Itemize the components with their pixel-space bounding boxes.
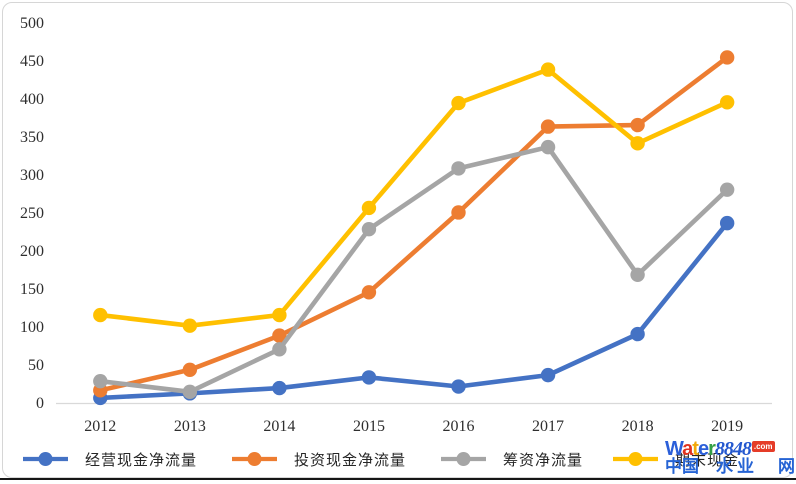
data-point-筹资净流量-2019 (719, 182, 735, 197)
y-tick-label-100: 100 (20, 319, 44, 336)
watermark-letter: W (665, 438, 683, 460)
series-line-投资现金净流量 (98, 55, 730, 393)
x-tick-label-2018: 2018 (621, 418, 654, 435)
data-point-期末现金-2012 (93, 307, 108, 323)
data-point-投资现金净流量-2017 (540, 119, 556, 134)
y-tick-label-0: 0 (36, 395, 44, 412)
data-point-投资现金净流量-2015 (361, 285, 377, 300)
data-point-期末现金-2019 (719, 95, 735, 110)
data-point-期末现金-2018 (630, 136, 645, 151)
data-point-经营现金净流量-2018 (630, 326, 645, 342)
data-point-筹资净流量-2014 (272, 342, 287, 357)
legend-label: 投资现金净流量 (294, 452, 407, 469)
watermark-site-name: 中国水业 网 (665, 457, 796, 477)
y-tick-label-250: 250 (20, 205, 44, 222)
y-tick-label-200: 200 (20, 243, 44, 260)
series-line-筹资净流量 (98, 144, 730, 395)
legend-label: 期末现金 (675, 452, 740, 469)
y-tick-label-400: 400 (20, 91, 44, 108)
series-line-经营现金净流量 (98, 220, 730, 401)
x-tick-label-2017: 2017 (532, 418, 565, 435)
watermark-water-text: Water (665, 438, 716, 460)
data-point-筹资净流量-2017 (540, 139, 556, 155)
y-tick-label-500: 500 (20, 15, 44, 32)
legend-marker-icon (23, 452, 68, 466)
watermark-site-char: 国 (682, 457, 699, 476)
data-point-筹资净流量-2016 (451, 161, 466, 176)
legend-marker-icon (441, 452, 486, 466)
data-point-投资现金净流量-2016 (451, 205, 466, 220)
series-line-期末现金 (98, 67, 730, 329)
data-point-期末现金-2013 (182, 318, 198, 333)
watermark-letter: a (682, 438, 693, 460)
data-point-筹资净流量-2015 (361, 222, 377, 237)
legend-label: 筹资净流量 (503, 452, 584, 469)
x-tick-label-2013: 2013 (173, 418, 206, 435)
legend-marker-icon (613, 452, 658, 466)
watermark-site-char: 网 (778, 457, 795, 476)
y-tick-label-350: 350 (20, 129, 44, 146)
data-point-期末现金-2014 (272, 307, 287, 323)
watermark-8848-text: 8848 (714, 438, 752, 460)
data-point-筹资净流量-2012 (93, 374, 108, 389)
x-tick-label-2014: 2014 (263, 418, 296, 435)
watermark-letter: r (708, 438, 716, 460)
watermark-site-char: 中 (665, 457, 682, 476)
legend-marker-icon (232, 452, 277, 466)
y-tick-label-150: 150 (20, 281, 44, 298)
y-tick-label-450: 450 (20, 53, 44, 70)
legend-item-筹资净流量: 筹资净流量 (441, 450, 584, 469)
x-tick-label-2015: 2015 (352, 418, 385, 435)
data-point-期末现金-2016 (451, 95, 466, 111)
legend-label: 经营现金净流量 (85, 452, 198, 469)
data-point-投资现金净流量-2019 (719, 50, 735, 65)
data-point-投资现金净流量-2018 (630, 117, 645, 133)
watermark-site-char: 水 (716, 457, 733, 476)
data-point-经营现金净流量-2015 (361, 370, 377, 385)
watermark-com-badge: .com (751, 441, 775, 452)
data-point-筹资净流量-2013 (182, 384, 198, 400)
legend-item-投资现金净流量: 投资现金净流量 (232, 450, 407, 469)
x-tick-label-2016: 2016 (442, 418, 475, 435)
legend-item-经营现金净流量: 经营现金净流量 (23, 450, 198, 469)
data-point-经营现金净流量-2017 (540, 367, 556, 383)
data-point-经营现金净流量-2016 (451, 379, 466, 394)
data-point-期末现金-2015 (361, 200, 377, 216)
data-point-期末现金-2017 (540, 62, 556, 77)
data-point-筹资净流量-2018 (630, 267, 645, 282)
y-tick-label-300: 300 (20, 167, 44, 184)
data-point-经营现金净流量-2014 (272, 380, 287, 396)
water8848-watermark[interactable]: Water8848 .com 中国水业 网 (665, 438, 796, 480)
chart-frame (2, 2, 793, 478)
watermark-letter: e (697, 438, 709, 460)
x-tick-label-2012: 2012 (84, 418, 117, 435)
x-tick-label-2019: 2019 (711, 418, 744, 435)
watermark-brand: Water8848 .com (665, 438, 775, 461)
bottom-edge-line (0, 478, 796, 480)
data-point-投资现金净流量-2013 (182, 362, 198, 377)
watermark-site-char: 业 (737, 457, 754, 476)
y-tick-label-50: 50 (28, 357, 44, 374)
legend-item-期末现金: 期末现金 (613, 450, 740, 469)
watermark-letter: t (692, 438, 699, 460)
data-point-经营现金净流量-2019 (719, 215, 735, 231)
data-point-投资现金净流量-2014 (272, 328, 287, 343)
